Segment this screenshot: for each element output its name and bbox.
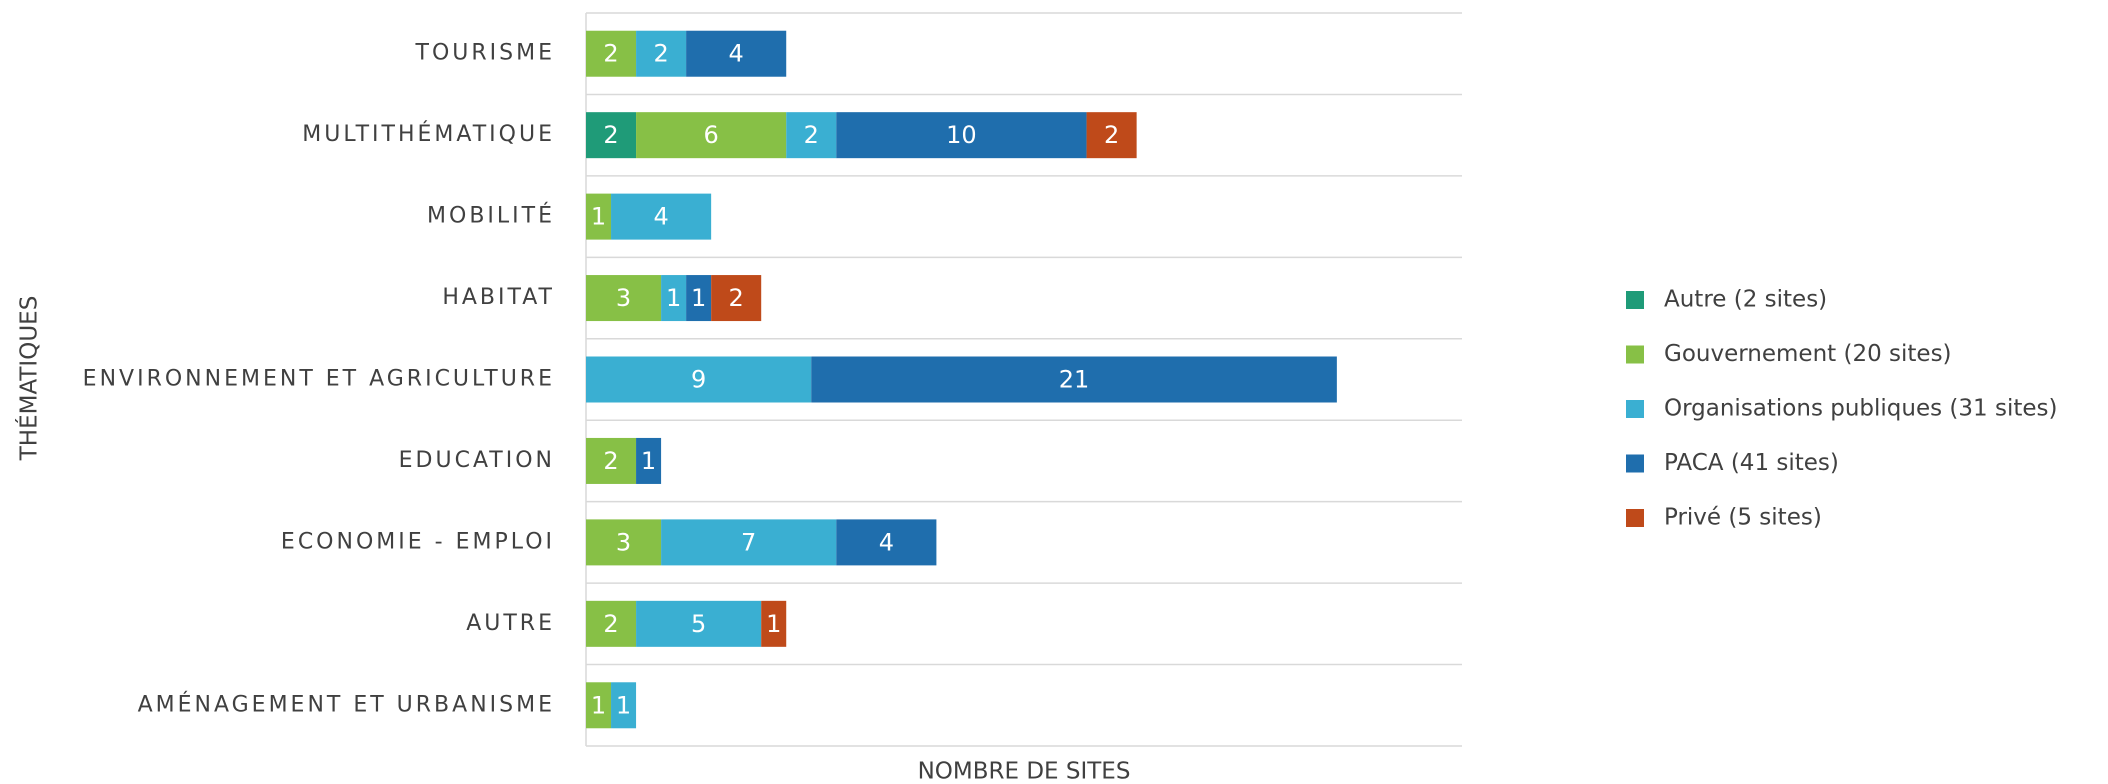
y-axis-title: THÉMATIQUES xyxy=(15,296,43,462)
y-tick-label: ECONOMIE - EMPLOI xyxy=(281,529,555,554)
legend-label: PACA (41 sites) xyxy=(1664,450,1839,476)
data-label: 2 xyxy=(804,121,819,149)
data-label: 1 xyxy=(666,284,681,312)
bar-segment xyxy=(586,600,637,647)
bar-segment xyxy=(811,356,1337,403)
bar-segment xyxy=(586,275,662,322)
bar-segment xyxy=(636,112,787,159)
data-label: 2 xyxy=(603,610,618,638)
data-label: 21 xyxy=(1059,366,1090,394)
legend-swatch xyxy=(1626,345,1644,364)
legend-label: Organisations publiques (31 sites) xyxy=(1664,396,2057,422)
bar-segment xyxy=(586,112,637,159)
bar-segment xyxy=(586,519,662,566)
bar-segment xyxy=(636,30,687,77)
bar-segment xyxy=(661,519,837,566)
legend-label: Privé (5 sites) xyxy=(1664,505,1822,531)
legend-swatch xyxy=(1626,400,1644,418)
bar-segment xyxy=(1086,112,1137,159)
y-tick-label: ENVIRONNEMENT ET AGRICULTURE xyxy=(83,367,555,392)
bar-segment xyxy=(836,519,937,566)
y-tick-label: HABITAT xyxy=(442,285,555,310)
bar-segment xyxy=(686,30,787,77)
bar-segment xyxy=(761,600,787,647)
bar-segment xyxy=(586,193,612,240)
legend-swatch xyxy=(1626,509,1644,527)
legend-label: Gouvernement (20 sites) xyxy=(1664,341,1952,367)
data-label: 1 xyxy=(691,284,706,312)
bar-segment xyxy=(586,356,812,403)
bar-segment xyxy=(636,437,662,484)
bar-segment xyxy=(661,275,687,322)
data-label: 1 xyxy=(591,203,606,231)
data-label: 9 xyxy=(691,366,706,394)
data-label: 2 xyxy=(1104,121,1119,149)
bar-segment xyxy=(586,437,637,484)
y-tick-label: AUTRE xyxy=(466,611,555,636)
bar-segment xyxy=(611,193,712,240)
bar-segment xyxy=(711,275,762,322)
y-tick-label: EDUCATION xyxy=(399,448,555,473)
data-label: 1 xyxy=(641,447,656,475)
data-label: 2 xyxy=(603,40,618,68)
bar-segment xyxy=(636,600,762,647)
bar-segment xyxy=(686,275,712,322)
y-tick-label: TOURISME xyxy=(415,41,555,66)
bar-segment xyxy=(611,682,637,729)
data-label: 1 xyxy=(616,691,631,719)
y-tick-label: MOBILITÉ xyxy=(427,203,555,229)
bar-segment xyxy=(836,112,1087,159)
y-tick-label: MULTITHÉMATIQUE xyxy=(302,121,555,147)
data-label: 4 xyxy=(729,40,744,68)
data-label: 2 xyxy=(729,284,744,312)
data-label: 1 xyxy=(766,610,781,638)
bar-segment xyxy=(586,682,612,729)
legend-swatch xyxy=(1626,291,1644,309)
data-label: 2 xyxy=(653,40,668,68)
data-label: 5 xyxy=(691,610,706,638)
data-label: 4 xyxy=(879,528,894,556)
data-label: 7 xyxy=(741,528,756,556)
data-label: 10 xyxy=(946,121,977,149)
data-label: 1 xyxy=(591,691,606,719)
data-label: 2 xyxy=(603,447,618,475)
bar-segment xyxy=(586,30,637,77)
data-label: 4 xyxy=(653,203,668,231)
legend-label: Autre (2 sites) xyxy=(1664,287,1827,313)
data-label: 6 xyxy=(704,121,719,149)
data-label: 3 xyxy=(616,284,631,312)
y-tick-label: AMÉNAGEMENT ET URBANISME xyxy=(138,691,555,717)
x-axis-title: NOMBRE DE SITES xyxy=(918,759,1131,784)
data-label: 3 xyxy=(616,528,631,556)
legend-swatch xyxy=(1626,454,1644,473)
bar-segment xyxy=(786,112,837,159)
data-label: 2 xyxy=(603,121,618,149)
